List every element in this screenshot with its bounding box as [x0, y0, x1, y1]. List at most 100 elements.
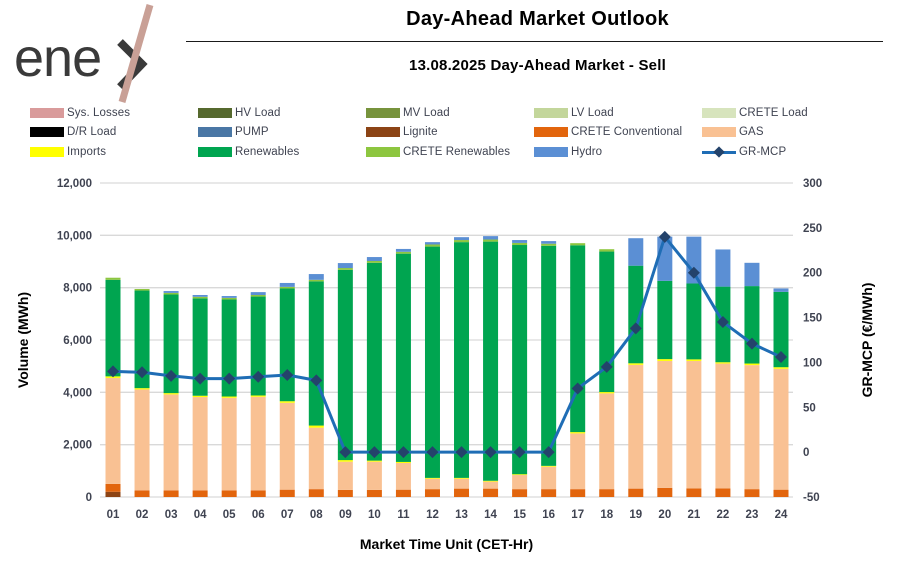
stacked-bar-hour-15: [512, 240, 528, 497]
gr-mcp-marker: [368, 446, 381, 459]
bar-segment-hydro: [366, 257, 382, 261]
bar-segment-hydro: [192, 294, 208, 297]
gr-mcp-marker: [397, 446, 410, 459]
bar-segment-crete-renewables: [483, 239, 499, 242]
stacked-bar-hour-24: [773, 288, 789, 497]
bar-segment-gas: [599, 393, 615, 490]
bar-segment-imports: [163, 393, 179, 395]
bar-segment-crete-renewables: [599, 249, 615, 252]
bar-segment-crete-conventional: [628, 488, 644, 497]
bar-segment-hydro: [424, 242, 440, 245]
gr-mcp-line: [112, 235, 782, 454]
bar-segment-hydro: [163, 291, 179, 293]
gr-mcp-marker: [310, 374, 323, 387]
bar-segment-renewables: [512, 245, 528, 475]
stacked-bar-hour-07: [279, 282, 295, 497]
bar-segment-crete-conventional: [483, 488, 499, 497]
bar-segment-gas: [512, 475, 528, 490]
x-axis-tick: 08: [310, 509, 323, 521]
bar-segment-hydro: [221, 296, 237, 298]
bar-segment-imports: [744, 363, 760, 366]
legend-label: Imports: [67, 145, 107, 158]
bar-segment-crete-renewables: [454, 240, 470, 243]
stacked-bar-hour-16: [541, 241, 557, 497]
bar-segment-renewables: [483, 241, 499, 481]
legend-swatch-icon: [534, 146, 568, 157]
legend-item-renewables: Renewables: [198, 146, 366, 158]
stacked-bar-hour-17: [570, 243, 586, 497]
gr-mcp-marker: [252, 370, 265, 383]
bar-segment-renewables: [279, 288, 295, 402]
left-axis-tick: 12,000: [57, 178, 92, 190]
bar-segment-gas: [686, 360, 702, 489]
right-axis-tick: 300: [803, 178, 822, 190]
legend-swatch-icon: [702, 107, 736, 118]
bar-segment-crete-renewables: [192, 296, 208, 299]
x-axis-tick: 09: [339, 509, 352, 521]
x-axis-tick: 05: [223, 509, 236, 521]
legend-item-crete-load: CRETE Load: [702, 107, 870, 119]
stacked-bar-hour-22: [715, 249, 731, 497]
bar-segment-hydro: [308, 274, 324, 280]
legend-item-gas: GAS: [702, 126, 870, 138]
bar-segment-crete-renewables: [366, 260, 382, 263]
gr-mcp-marker: [629, 322, 642, 335]
bar-segment-imports: [250, 395, 266, 397]
bar-segment-gas: [279, 402, 295, 490]
stacked-bar-hour-20: [657, 236, 673, 497]
gr-mcp-marker: [745, 337, 758, 350]
bar-segment-crete-conventional: [308, 489, 324, 497]
x-axis-tick: 03: [165, 509, 178, 521]
bar-segment-imports: [657, 359, 673, 361]
bar-segment-crete-conventional: [366, 489, 382, 497]
legend-label: MV Load: [403, 106, 450, 119]
bar-segment-renewables: [657, 280, 673, 360]
stacked-bar-hour-11: [395, 248, 411, 497]
bar-segment-gas: [337, 461, 353, 490]
stacked-bar-hour-05: [221, 296, 237, 497]
chart-subtitle: 13.08.2025 Day-Ahead Market - Sell: [409, 57, 666, 74]
enex-logo: ene: [14, 4, 154, 103]
right-axis-tick: -50: [803, 492, 820, 504]
bar-segment-gas: [570, 433, 586, 490]
legend-label: GR-MCP: [739, 145, 787, 158]
stacked-bar-hour-14: [483, 236, 499, 497]
bar-segment-gas: [395, 462, 411, 490]
legend-swatch-icon: [198, 127, 232, 138]
right-axis-tick: 150: [803, 313, 822, 325]
x-axis-tick: 02: [136, 509, 149, 521]
bar-segment-crete-renewables: [105, 277, 121, 280]
bar-segment-gas: [483, 481, 499, 489]
bar-segment-crete-renewables: [395, 251, 411, 254]
bar-segment-renewables: [773, 291, 789, 368]
bar-segment-imports: [308, 425, 324, 428]
legend-label: GAS: [739, 126, 764, 139]
bar-segment-gas: [657, 360, 673, 488]
bar-segment-gas: [134, 389, 150, 491]
x-axis-tick: 16: [542, 509, 555, 521]
x-axis-tick: 07: [281, 509, 294, 521]
gr-mcp-marker: [339, 446, 352, 459]
gr-mcp-marker: [658, 230, 671, 243]
legend-label: HV Load: [235, 106, 281, 119]
gr-mcp-marker: [484, 446, 497, 459]
chart-legend: Sys. Losses HV Load MV Load LV Load CRETE Lo…: [30, 103, 890, 167]
legend-item-hydro: Hydro: [534, 146, 702, 158]
legend-swatch-icon: [702, 127, 736, 138]
stacked-bar-hour-09: [337, 263, 353, 497]
bar-segment-crete-conventional: [454, 488, 470, 497]
stacked-bar-hour-10: [366, 257, 382, 497]
bar-segment-hydro: [483, 236, 499, 240]
legend-label: Sys. Losses: [67, 106, 131, 119]
right-axis-tick: 200: [803, 268, 822, 280]
bar-segment-renewables: [628, 265, 644, 364]
stacked-bar-hour-18: [599, 249, 615, 497]
bar-segment-crete-renewables: [337, 268, 353, 270]
right-axis-tick: 50: [803, 402, 816, 414]
x-axis-tick: 11: [397, 509, 410, 521]
left-axis-tick: 0: [86, 492, 92, 504]
legend-label: LV Load: [571, 106, 614, 119]
chart-area: 0 2,000 4,000 6,000 8,000 10,000 12,000 -50 0 50 1…: [0, 170, 905, 572]
x-axis-tick: 04: [194, 509, 207, 521]
gr-mcp-marker: [107, 365, 119, 378]
